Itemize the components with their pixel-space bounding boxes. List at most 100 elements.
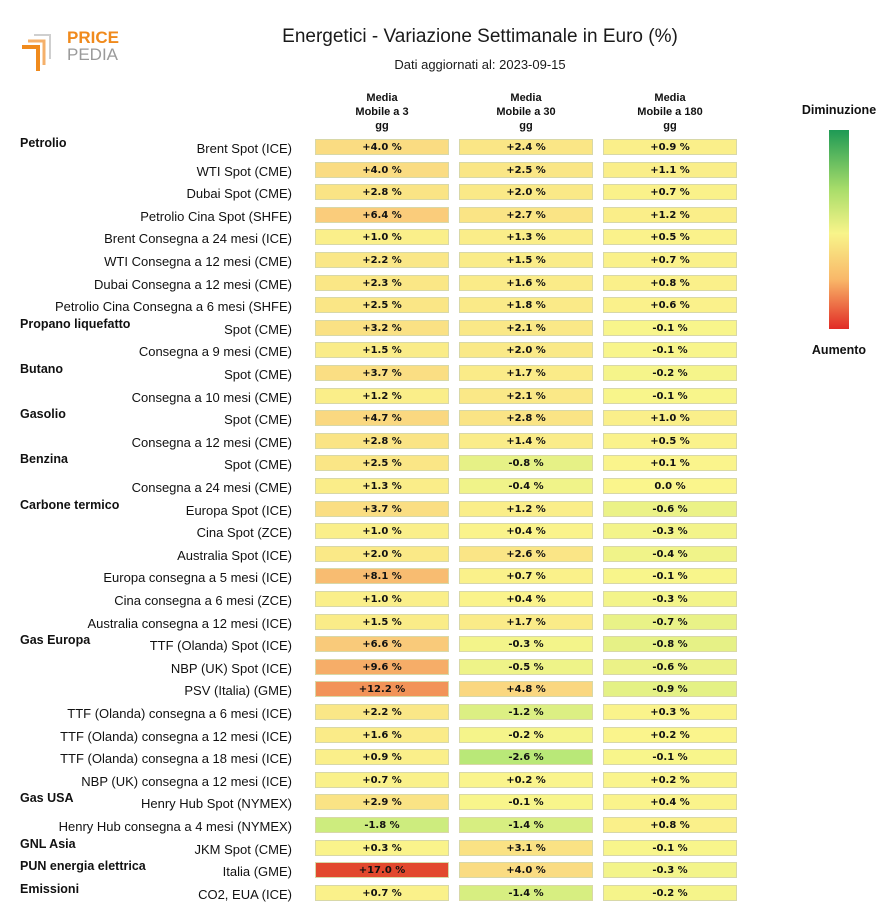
heatmap-cell: +2.8 % <box>459 410 593 427</box>
heatmap-cell: +8.1 % <box>315 568 449 585</box>
heatmap-cell: +2.8 % <box>315 184 449 201</box>
heatmap-cell: +3.7 % <box>315 365 449 381</box>
table-row: WTI Spot (CME) +4.0 % +2.5 % +1.1 % <box>0 161 760 180</box>
heatmap-cell: -0.3 % <box>459 636 593 653</box>
heatmap-cell: +0.2 % <box>603 726 737 743</box>
row-label: Cina Spot (ZCE) <box>196 525 292 541</box>
table-row: Benzina Spot (CME) +2.5 % -0.8 % +0.1 % <box>0 452 760 473</box>
heatmap-cell: -0.8 % <box>603 636 737 653</box>
group-label: Propano liquefatto <box>20 316 131 331</box>
heatmap-cell: -0.1 % <box>603 749 737 766</box>
row-label: TTF (Olanda) consegna a 12 mesi (ICE) <box>60 728 292 744</box>
heatmap-cell: +0.9 % <box>315 749 449 766</box>
heatmap-cell: -0.3 % <box>603 591 737 607</box>
heatmap-cell: +1.0 % <box>315 523 449 540</box>
heatmap-cell: +1.5 % <box>315 342 449 359</box>
heatmap-cell: +1.6 % <box>459 274 593 291</box>
row-label: Cina consegna a 6 mesi (ZCE) <box>114 593 292 608</box>
heatmap-cell: +3.1 % <box>459 839 593 856</box>
heatmap-cell: +0.6 % <box>603 297 737 314</box>
heatmap-cell: 0.0 % <box>603 478 737 494</box>
row-label: Spot (CME) <box>224 457 292 473</box>
row-label: PSV (Italia) (GME) <box>184 683 292 699</box>
heatmap-cell: +0.7 % <box>459 568 593 585</box>
heatmap-cell: -0.4 % <box>603 545 737 562</box>
row-label: Consegna a 10 mesi (CME) <box>131 389 292 405</box>
heatmap-cell: -0.1 % <box>459 794 593 811</box>
table-row: Petrolio Cina Spot (SHFE) +6.4 % +2.7 % +1.… <box>0 206 760 225</box>
heatmap-cell: +1.2 % <box>459 500 593 517</box>
row-label: NBP (UK) Spot (ICE) <box>170 660 292 676</box>
legend-bottom-label: Aumento <box>811 343 867 357</box>
heatmap-cell: +2.4 % <box>459 139 593 155</box>
heatmap-cell: +0.4 % <box>459 591 593 607</box>
heatmap-cell: +12.2 % <box>315 681 449 698</box>
heatmap-cell: -0.1 % <box>603 342 737 359</box>
heatmap-cell: -0.3 % <box>603 862 737 879</box>
heatmap-cell: +17.0 % <box>315 862 449 879</box>
heatmap-cell: +1.8 % <box>459 297 593 314</box>
heatmap-cell: +2.3 % <box>315 274 449 291</box>
heatmap-cell: +2.5 % <box>459 161 593 178</box>
heatmap-cell: -1.2 % <box>459 704 593 720</box>
row-label: Brent Consegna a 24 mesi (ICE) <box>104 231 292 247</box>
chart-subtitle: Dati aggiornati al: 2023-09-15 <box>394 57 566 72</box>
heatmap-cell: +2.1 % <box>459 387 593 404</box>
row-label: Spot (CME) <box>224 367 292 382</box>
heatmap-cell: -0.5 % <box>459 658 593 675</box>
table-row: PSV (Italia) (GME) +12.2 % +4.8 % -0.9 % <box>0 681 760 699</box>
heatmap-cell: -0.1 % <box>603 319 737 336</box>
table-row: PUN energia elettrica Italia (GME) +17.0 %… <box>0 859 760 880</box>
row-label: Europa Spot (ICE) <box>185 502 292 518</box>
heatmap-cell: +0.4 % <box>603 794 737 811</box>
group-label: Carbone termico <box>20 497 120 512</box>
row-label: TTF (Olanda) consegna a 18 mesi (ICE) <box>60 751 292 767</box>
heatmap-cell: -0.4 % <box>459 478 593 494</box>
table-row: Cina consegna a 6 mesi (ZCE) +1.0 % +0.4 %… <box>0 591 760 609</box>
table-row: Butano Spot (CME) +3.7 % +1.7 % -0.2 % <box>0 362 760 383</box>
heatmap-cell: -0.2 % <box>459 726 593 743</box>
heatmap-cell: +4.0 % <box>315 139 449 155</box>
heatmap-cell: +9.6 % <box>315 658 449 675</box>
group-label: Butano <box>20 362 64 376</box>
heatmap-cell: +2.7 % <box>459 206 593 223</box>
heatmap-cell: -1.4 % <box>459 884 593 901</box>
table-row: WTI Consegna a 12 mesi (CME) +2.2 % +1.5 %… <box>0 252 760 270</box>
legend-color-scale <box>829 130 849 329</box>
heatmap-cell: +0.3 % <box>603 704 737 720</box>
heatmap-cell: +2.8 % <box>315 432 449 449</box>
table-row: Consegna a 12 mesi (CME) +2.8 % +1.4 % +0.5… <box>0 432 760 451</box>
group-label: Gas USA <box>20 791 74 806</box>
heatmap-cell: -0.2 % <box>603 884 737 901</box>
row-label: CO2, EUA (ICE) <box>198 886 292 902</box>
heatmap-cell: +1.2 % <box>603 206 737 223</box>
row-label: Consegna a 12 mesi (CME) <box>131 434 292 450</box>
table-row: Brent Consegna a 24 mesi (ICE) +1.0 % +1.3… <box>0 229 760 247</box>
heatmap-cell: -0.6 % <box>603 500 737 517</box>
heatmap-cell: +1.4 % <box>459 432 593 449</box>
table-row: Dubai Spot (CME) +2.8 % +2.0 % +0.7 % <box>0 184 760 202</box>
table-row: GNL Asia JKM Spot (CME) +0.3 % +3.1 % -0.1 % <box>0 837 760 858</box>
heatmap-cell: +0.5 % <box>603 432 737 449</box>
column-header-1: Media Mobile a 3 gg <box>355 92 409 132</box>
table-row: Henry Hub consegna a 4 mesi (NYMEX) -1.8 … <box>0 817 760 835</box>
heatmap-cell: -0.8 % <box>459 455 593 472</box>
heatmap-cell: +0.1 % <box>603 455 737 472</box>
pricepedia-logo: PRICE PEDIA <box>20 25 130 75</box>
heatmap-cell: +0.7 % <box>603 184 737 201</box>
row-label: Europa consegna a 5 mesi (ICE) <box>103 570 292 586</box>
row-label: Brent Spot (ICE) <box>196 141 292 156</box>
heatmap-cell: -0.1 % <box>603 387 737 404</box>
row-label: TTF (Olanda) consegna a 6 mesi (ICE) <box>67 706 292 721</box>
group-label: Benzina <box>20 452 68 467</box>
heatmap-cell: +0.8 % <box>603 817 737 833</box>
table-row: Cina Spot (ZCE) +1.0 % +0.4 % -0.3 % <box>0 523 760 541</box>
heatmap-cell: +1.5 % <box>315 613 449 630</box>
row-label: Henry Hub consegna a 4 mesi (NYMEX) <box>58 819 292 834</box>
table-row: Petrolio Brent Spot (ICE) +4.0 % +2.4 % +0.9… <box>0 136 760 157</box>
table-row: Consegna a 10 mesi (CME) +1.2 % +2.1 % -0.1… <box>0 387 760 406</box>
heatmap-cell: +0.4 % <box>459 523 593 540</box>
heatmap-cell: +1.7 % <box>459 365 593 381</box>
row-label: Henry Hub Spot (NYMEX) <box>141 796 292 812</box>
heatmap-cell: -0.3 % <box>603 523 737 540</box>
